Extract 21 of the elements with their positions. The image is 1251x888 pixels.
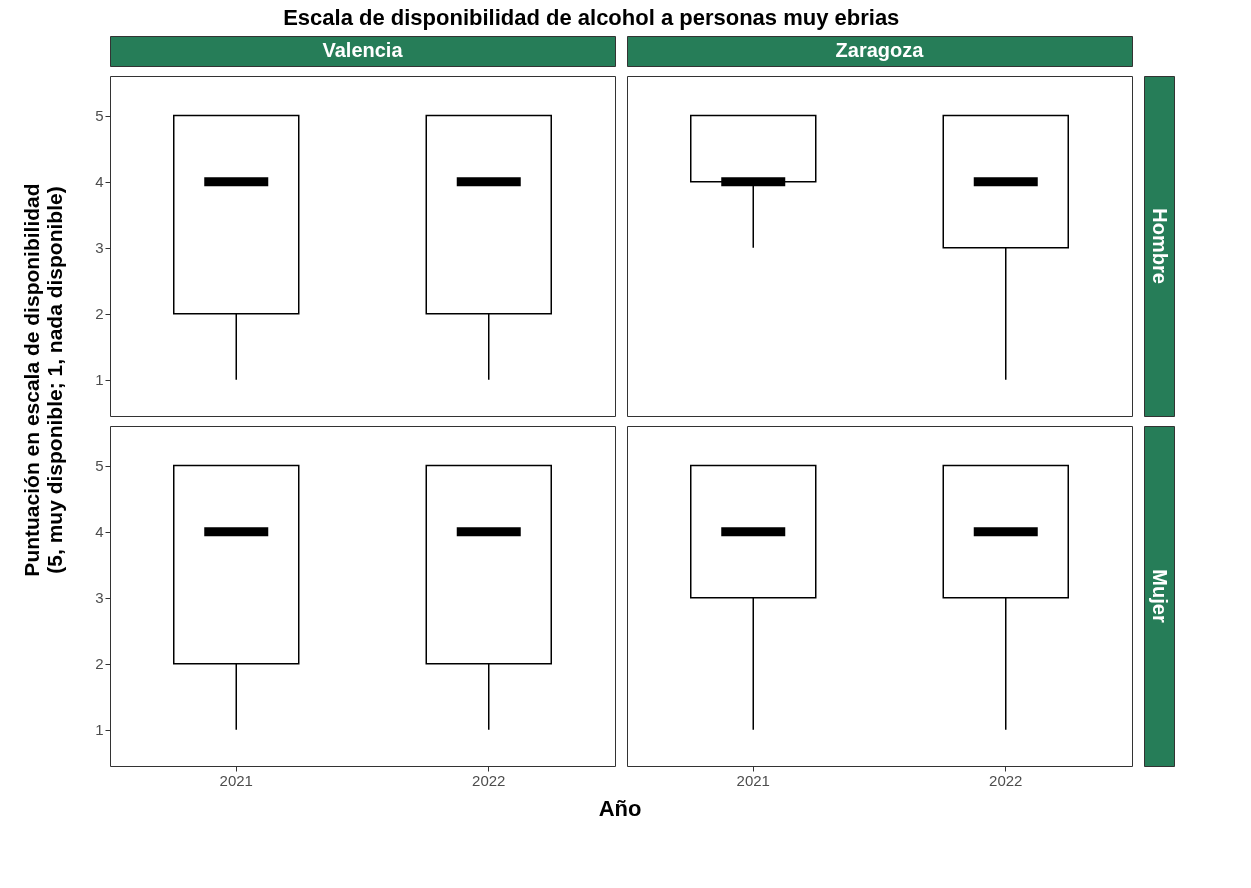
x-tick-label: 2022: [989, 771, 1023, 789]
y-axis-title: Puntuación en escala de disponibilidad (5, muy disponible; 1, nada disponible): [20, 183, 66, 577]
y-tick-label: 5: [95, 457, 104, 475]
chart-subtitle: Valencia: [322, 39, 404, 61]
y-tick-label: 4: [95, 523, 104, 541]
y-tick-label: 2: [95, 655, 104, 673]
y-tick-label: 3: [95, 239, 104, 257]
y2-axis-title: Hombre: [1149, 208, 1171, 284]
y-tick-label: 2: [95, 305, 104, 323]
x-tick-label: 2022: [472, 771, 506, 789]
y-tick-label: 5: [95, 107, 104, 125]
y-tick-label: 3: [95, 589, 104, 607]
chart-subtitle: Zaragoza: [835, 39, 925, 61]
y-tick-label: 1: [95, 371, 104, 389]
y2-axis-title: Mujer: [1149, 569, 1171, 623]
y-tick-label: 4: [95, 173, 104, 191]
x-tick-label: 2021: [219, 771, 253, 789]
x-tick-label: 2021: [736, 771, 770, 789]
chart-title: Escala de disponibilidad de alcohol a personas muy ebrias: [283, 4, 900, 30]
x-axis-title: Año: [598, 796, 642, 821]
y-tick-label: 1: [95, 721, 104, 739]
